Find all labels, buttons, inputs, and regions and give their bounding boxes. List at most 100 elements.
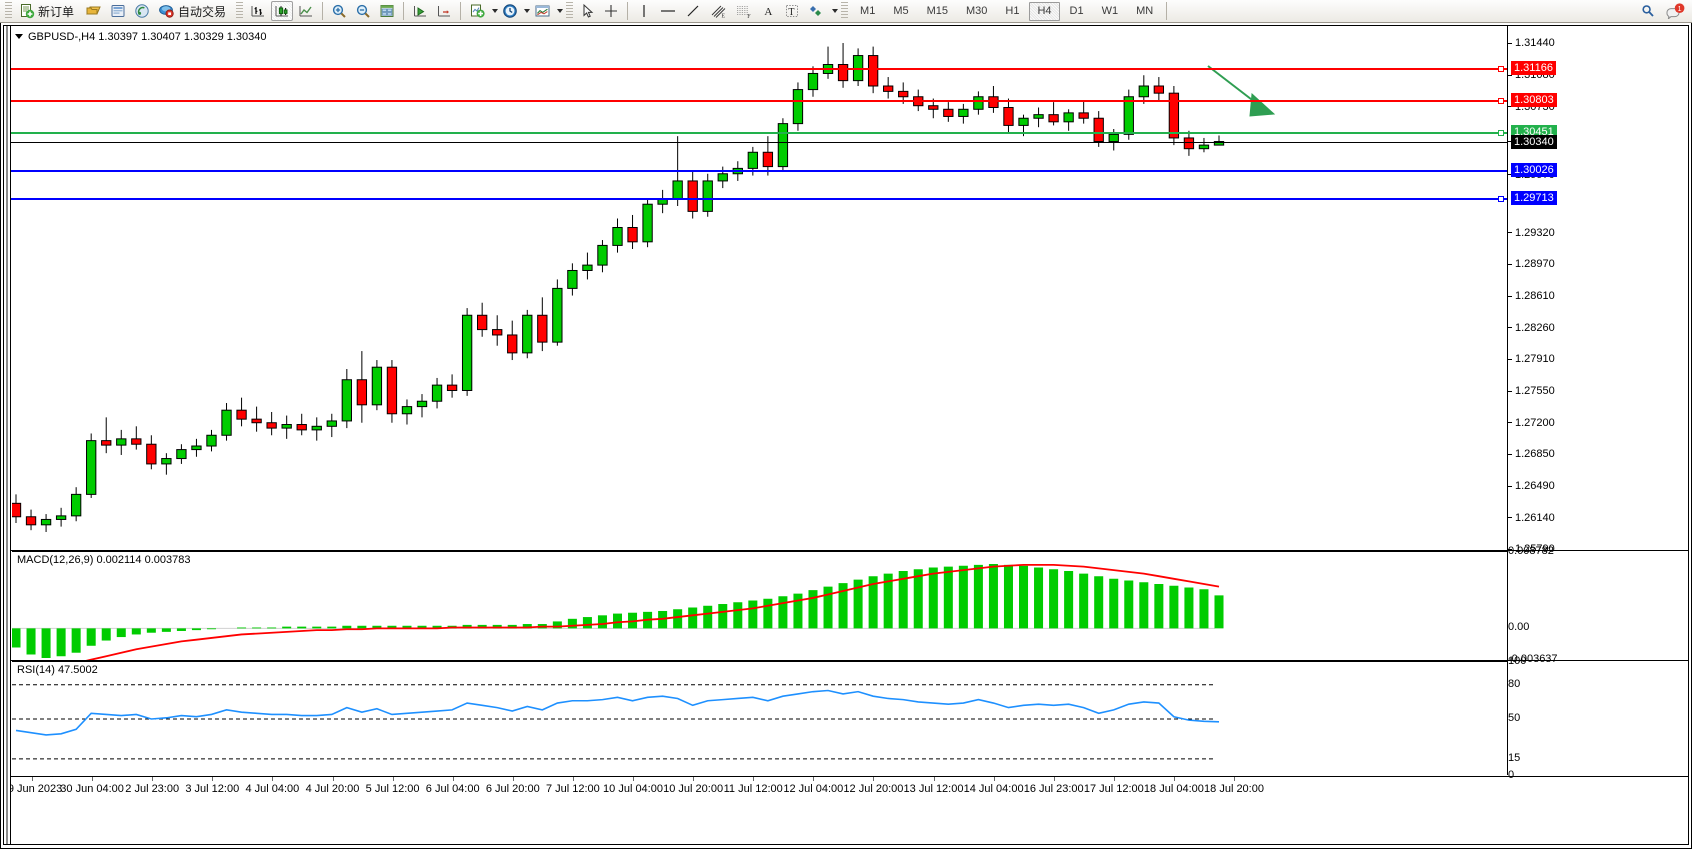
level-price-label[interactable]: 1.29713 <box>1511 190 1557 205</box>
text-label-icon[interactable]: A <box>758 1 779 21</box>
timeframe-d1[interactable]: D1 <box>1069 5 1084 17</box>
time-tick-label: 2 Jul 23:00 <box>125 783 180 795</box>
time-tick-label: 4 Jul 04:00 <box>245 783 300 795</box>
data-window-icon[interactable] <box>376 1 398 21</box>
shapes-dropdown-caret[interactable] <box>832 9 839 13</box>
rsi-pane[interactable]: RSI(14) 47.5002 <box>12 661 1507 775</box>
time-tick <box>693 777 695 781</box>
chart-window: GBPUSD-,H4 1.30397 1.30407 1.30329 1.303… <box>0 23 1692 849</box>
macd-tick-label: 0.008782 <box>1508 545 1554 557</box>
level-line-bar <box>4 100 1507 103</box>
time-tick-label: 16 Jul 23:00 <box>1023 783 1084 795</box>
level-price-label[interactable]: 1.31166 <box>1511 60 1556 75</box>
horizontal-line-icon[interactable] <box>656 1 680 21</box>
price-tick: 1.29320 <box>1508 227 1555 239</box>
autotrading-label: 自动交易 <box>178 4 227 19</box>
toolbar-grip[interactable] <box>5 2 12 20</box>
zoom-out-icon[interactable] <box>352 1 374 21</box>
price-pane[interactable] <box>12 26 1507 549</box>
timeframe-mn[interactable]: MN <box>1136 5 1154 17</box>
auto-scroll-icon[interactable] <box>409 1 431 21</box>
level-line-bar <box>4 141 1507 143</box>
period-dropdown-caret[interactable] <box>524 9 531 13</box>
chart-shift-icon[interactable] <box>433 1 455 21</box>
price-scale[interactable]: 1.314401.310801.307301.303401.299701.293… <box>1508 26 1688 781</box>
level-price-label[interactable]: 1.30803 <box>1511 93 1557 108</box>
toolbar-grip-2[interactable] <box>236 2 244 20</box>
add-indicator-dropdown-caret[interactable] <box>492 9 499 13</box>
text-box-icon[interactable]: T <box>781 1 803 21</box>
level-price-label[interactable]: 1.30026 <box>1511 162 1557 177</box>
timeframe-m5[interactable]: M5 <box>893 5 909 17</box>
chart-title[interactable]: GBPUSD-,H4 1.30397 1.30407 1.30329 1.303… <box>12 29 270 44</box>
chart-plot-frame[interactable]: GBPUSD-,H4 1.30397 1.30407 1.30329 1.303… <box>3 25 1689 845</box>
level-drag-handle[interactable] <box>1498 98 1504 105</box>
macd-title: MACD(12,26,9) 0.002114 0.003783 <box>15 554 193 566</box>
level-line-bar <box>4 67 1507 70</box>
signals-icon[interactable] <box>131 1 153 21</box>
pane-separator-rsi-time <box>4 776 1688 777</box>
vertical-line-icon[interactable] <box>633 1 654 21</box>
time-tick-label: 3 Jul 12:00 <box>185 783 240 795</box>
level-line-bar <box>4 169 1507 172</box>
time-scale[interactable]: 29 Jun 2023 30 Jun 04:00 2 Jul 23:00 3 Jul … <box>4 777 1688 844</box>
level-price-label[interactable]: 1.30340 <box>1511 134 1557 149</box>
level-drag-handle[interactable] <box>1498 65 1504 72</box>
terminal-icon[interactable] <box>107 1 129 21</box>
equidistant-channel-icon[interactable]: E <box>706 1 730 21</box>
time-tick-label: 30 Jun 04:00 <box>60 783 124 795</box>
toolbar-grip-4[interactable] <box>841 2 849 20</box>
time-tick-label: 14 Jul 04:00 <box>963 783 1024 795</box>
time-tick <box>332 777 334 781</box>
time-tick <box>452 777 454 781</box>
add-indicator-icon[interactable] <box>466 1 489 21</box>
time-tick <box>512 777 514 781</box>
timeframe-m1[interactable]: M1 <box>860 5 876 17</box>
templates-dropdown-caret[interactable] <box>557 9 564 13</box>
rsi-tick-label: 15 <box>1508 751 1521 764</box>
folder-icon[interactable] <box>82 1 105 21</box>
level-drag-handle[interactable] <box>1498 129 1504 136</box>
trendline-icon[interactable] <box>682 1 704 21</box>
time-tick <box>32 777 33 781</box>
timeframe-h1[interactable]: H1 <box>1005 5 1020 17</box>
price-tick-label: 1.31440 <box>1515 37 1555 49</box>
price-tick: 1.27910 <box>1508 353 1555 365</box>
toolbar-grip-3[interactable] <box>566 2 574 20</box>
time-tick <box>993 777 995 781</box>
timeframe-h4[interactable]: H4 <box>1029 1 1060 21</box>
timeframe-m30[interactable]: M30 <box>966 5 988 17</box>
time-tick-label: 10 Jul 04:00 <box>603 783 663 795</box>
crosshair-icon[interactable] <box>600 1 622 21</box>
price-tick-label: 1.28970 <box>1515 258 1555 271</box>
level-drag-handle[interactable] <box>1498 195 1504 202</box>
svg-text:T: T <box>788 7 794 18</box>
chart-menu-triangle-icon[interactable] <box>15 34 23 39</box>
timeframe-m15[interactable]: M15 <box>926 5 948 17</box>
autotrading-icon[interactable]: 自动交易 <box>155 1 232 21</box>
new-order-label: 新订单 <box>38 4 75 19</box>
notifications-icon[interactable]: 1 <box>1661 1 1689 21</box>
shapes-icon[interactable] <box>805 1 829 21</box>
price-scale-divider <box>1507 26 1508 775</box>
search-icon[interactable] <box>1637 1 1659 21</box>
time-tick-label: 17 Jul 12:00 <box>1083 783 1144 795</box>
svg-text:F: F <box>747 14 751 19</box>
rsi-tick-label: 100 <box>1508 655 1527 667</box>
cursor-icon[interactable] <box>577 1 598 21</box>
time-tick <box>1053 777 1055 781</box>
templates-icon[interactable] <box>531 1 554 21</box>
fibonacci-icon[interactable]: F <box>732 1 756 21</box>
candlestick-canvas <box>12 43 1225 532</box>
price-tick: 1.26850 <box>1508 448 1555 460</box>
timeframe-w1[interactable]: W1 <box>1101 5 1119 17</box>
period-clock-icon[interactable] <box>499 1 521 21</box>
price-tick: 1.28970 <box>1508 258 1555 270</box>
candlestick-chart-icon[interactable] <box>271 1 294 21</box>
price-tick: 1.25790 <box>1508 543 1555 555</box>
line-chart-icon[interactable] <box>295 1 317 21</box>
macd-pane[interactable]: MACD(12,26,9) 0.002114 0.003783 <box>12 551 1507 660</box>
new-order-button[interactable]: 新订单 <box>16 1 80 21</box>
zoom-in-icon[interactable] <box>328 1 350 21</box>
bar-chart-icon[interactable] <box>247 1 269 21</box>
